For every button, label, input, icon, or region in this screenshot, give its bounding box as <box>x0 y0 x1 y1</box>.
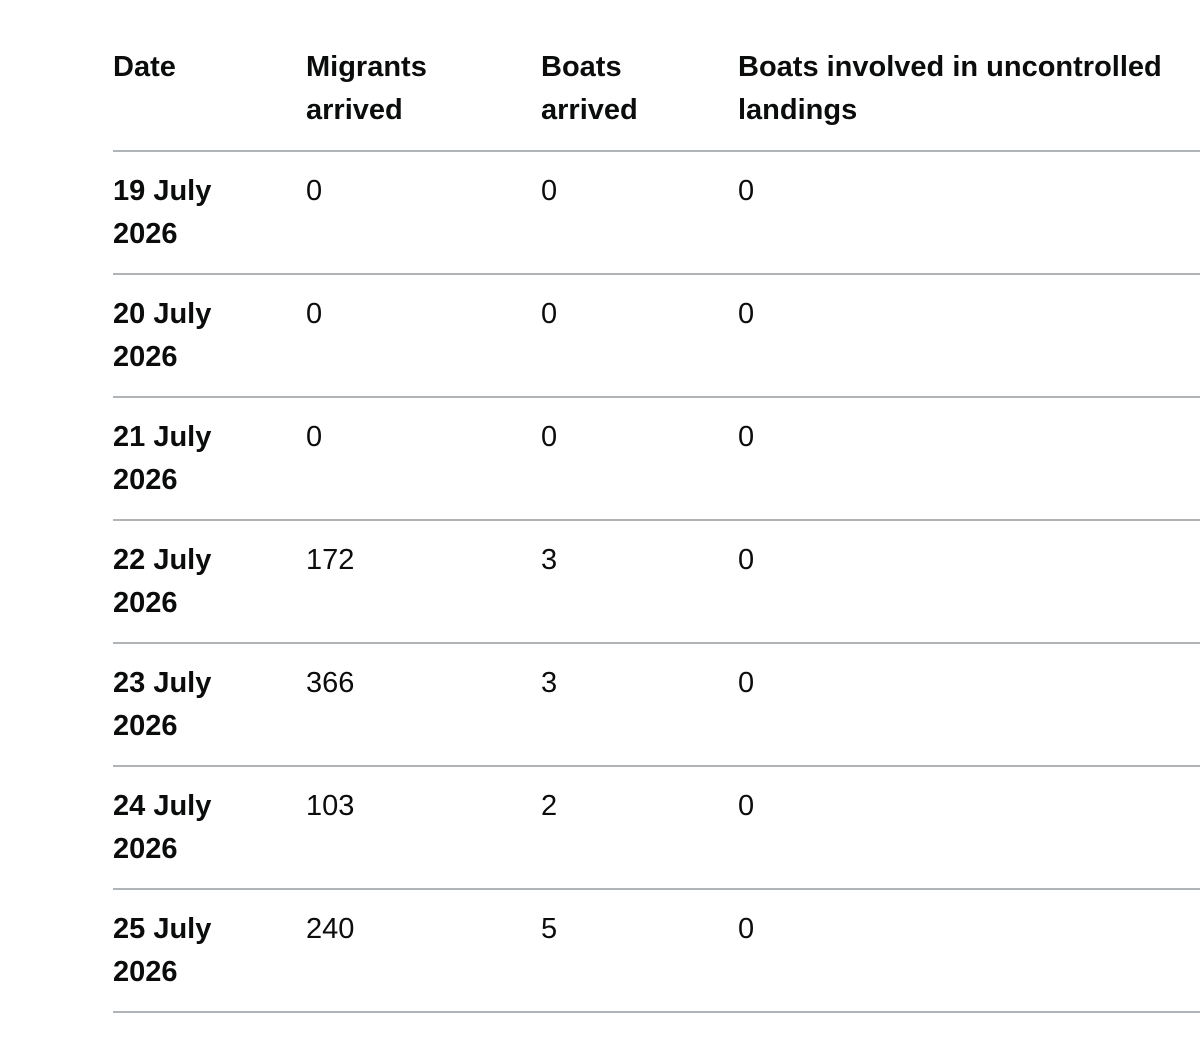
table-cell: 0 <box>738 889 1200 1013</box>
count-text: 0 <box>306 175 323 207</box>
table-cell: 0 <box>738 274 1200 398</box>
table-cell: 3 <box>541 520 738 644</box>
table-row: 19 July 2026 0 0 0 <box>113 151 1200 275</box>
table-row: 22 July 2026 172 3 0 <box>113 520 1200 644</box>
table-cell: 366 <box>306 643 541 767</box>
count-text: 0 <box>738 298 755 330</box>
table-row: 25 July 2026 240 5 0 <box>113 889 1200 1013</box>
table-cell: 0 <box>306 274 541 398</box>
table-cell: 240 <box>306 889 541 1013</box>
count-text: 103 <box>306 790 355 822</box>
table-cell: 103 <box>306 766 541 890</box>
table-cell: 0 <box>738 151 1200 275</box>
header-cell: Boats arrived <box>541 28 738 152</box>
count-text: 3 <box>541 544 558 576</box>
table-row: 21 July 2026 0 0 0 <box>113 397 1200 521</box>
header-text: Date <box>113 51 176 83</box>
count-text: 0 <box>738 667 755 699</box>
table-body: 19 July 2026 0 0 0 20 July 2026 0 0 0 21 July 20… <box>113 151 1200 1013</box>
table-cell: 24 July 2026 <box>113 766 306 890</box>
table-cell: 0 <box>541 151 738 275</box>
table-cell: 22 July 2026 <box>113 520 306 644</box>
arrivals-table: Date Migrants arrived Boats arrived Boat… <box>113 28 1200 1013</box>
count-text: 5 <box>541 913 558 945</box>
date-text: 23 July 2026 <box>113 667 212 742</box>
table-row: 23 July 2026 366 3 0 <box>113 643 1200 767</box>
table-cell: 25 July 2026 <box>113 889 306 1013</box>
table-cell: 20 July 2026 <box>113 274 306 398</box>
date-text: 24 July 2026 <box>113 790 212 865</box>
date-text: 21 July 2026 <box>113 421 212 496</box>
table-cell: 23 July 2026 <box>113 643 306 767</box>
table-cell: 5 <box>541 889 738 1013</box>
date-text: 20 July 2026 <box>113 298 212 373</box>
count-text: 0 <box>541 175 558 207</box>
count-text: 366 <box>306 667 355 699</box>
count-text: 172 <box>306 544 355 576</box>
count-text: 0 <box>541 421 558 453</box>
table-cell: 0 <box>306 397 541 521</box>
table-head: Date Migrants arrived Boats arrived Boat… <box>113 28 1200 152</box>
table-cell: 0 <box>738 520 1200 644</box>
table-cell: 21 July 2026 <box>113 397 306 521</box>
count-text: 0 <box>738 544 755 576</box>
date-text: 19 July 2026 <box>113 175 212 250</box>
table-cell: 0 <box>541 397 738 521</box>
count-text: 0 <box>306 421 323 453</box>
count-text: 2 <box>541 790 558 822</box>
table-cell: 3 <box>541 643 738 767</box>
table-cell: 172 <box>306 520 541 644</box>
count-text: 3 <box>541 667 558 699</box>
table-cell: 0 <box>738 643 1200 767</box>
header-text: Boats involved in uncontrolled landings <box>738 51 1162 126</box>
header-cell: Boats involved in uncontrolled landings <box>738 28 1200 152</box>
count-text: 240 <box>306 913 355 945</box>
table-cell: 0 <box>738 766 1200 890</box>
count-text: 0 <box>541 298 558 330</box>
date-text: 22 July 2026 <box>113 544 212 619</box>
header-row: Date Migrants arrived Boats arrived Boat… <box>113 28 1200 152</box>
table-cell: 19 July 2026 <box>113 151 306 275</box>
table-row: 24 July 2026 103 2 0 <box>113 766 1200 890</box>
table-cell: 0 <box>738 397 1200 521</box>
count-text: 0 <box>738 790 755 822</box>
table-row: 20 July 2026 0 0 0 <box>113 274 1200 398</box>
header-text: Boats arrived <box>541 51 638 126</box>
table-cell: 2 <box>541 766 738 890</box>
table-cell: 0 <box>306 151 541 275</box>
header-cell: Date <box>113 28 306 152</box>
table-cell: 0 <box>541 274 738 398</box>
date-text: 25 July 2026 <box>113 913 212 988</box>
count-text: 0 <box>738 175 755 207</box>
header-cell: Migrants arrived <box>306 28 541 152</box>
count-text: 0 <box>738 913 755 945</box>
count-text: 0 <box>738 421 755 453</box>
count-text: 0 <box>306 298 323 330</box>
header-text: Migrants arrived <box>306 51 427 126</box>
